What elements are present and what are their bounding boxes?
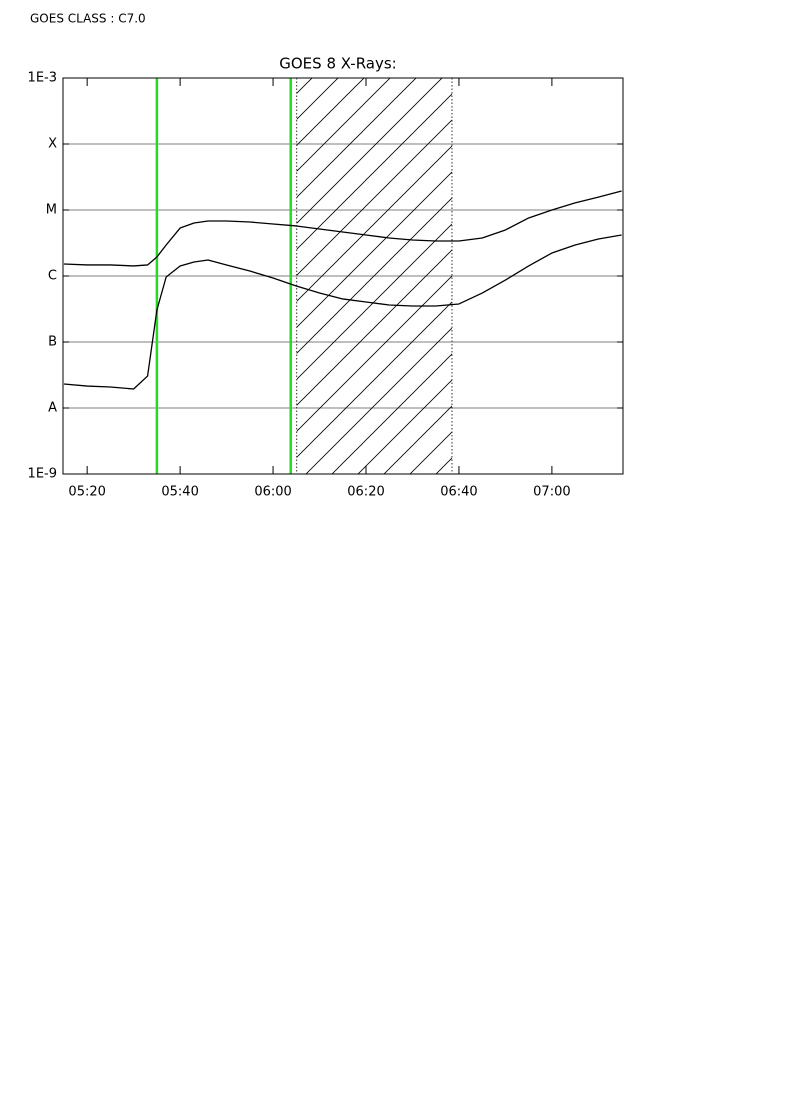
x-tick-label: 05:40: [161, 485, 198, 500]
x-tick-label: 06:40: [440, 485, 477, 500]
y-tick-label: X: [48, 137, 57, 152]
y-tick-label: 1E-9: [28, 467, 57, 482]
y-tick-label: 1E-3: [28, 71, 57, 86]
header: GOES CLASS : C7.0: [30, 12, 146, 26]
y-tick-label: C: [48, 269, 57, 284]
x-tick-label: 05:20: [68, 485, 105, 500]
series-line: [63, 190, 622, 267]
x-tick-label: 07:00: [533, 485, 570, 500]
series-line: [63, 234, 622, 390]
x-tick-label: 06:00: [254, 485, 291, 500]
chart-title: GOES 8 X-Rays:: [279, 55, 396, 73]
y-tick-label: B: [48, 335, 57, 350]
y-tick-label: M: [46, 203, 57, 218]
plot-frame: [62, 77, 624, 475]
y-tick-label: A: [48, 401, 57, 416]
x-tick-label: 06:20: [347, 485, 384, 500]
